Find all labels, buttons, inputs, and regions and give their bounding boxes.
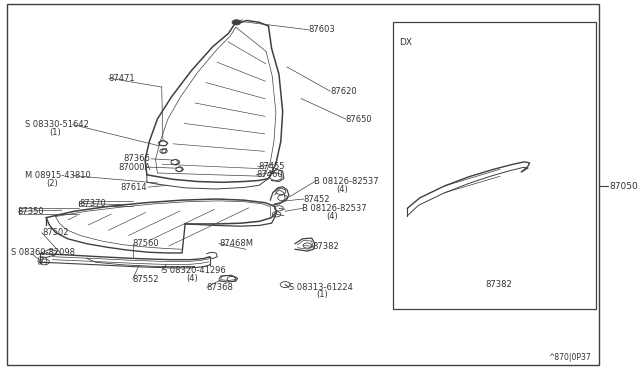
Text: 87382: 87382: [312, 242, 339, 251]
Text: 87620: 87620: [330, 87, 357, 96]
Text: 87603: 87603: [308, 25, 335, 34]
Text: (2): (2): [46, 179, 58, 188]
Text: 87455: 87455: [258, 162, 285, 171]
Text: B 08126-82537: B 08126-82537: [314, 177, 378, 186]
Text: (7): (7): [36, 257, 47, 266]
Text: 87471: 87471: [108, 74, 134, 83]
Text: 87560: 87560: [132, 239, 159, 248]
Circle shape: [232, 20, 241, 25]
Text: 87382: 87382: [485, 280, 512, 289]
Text: 87050: 87050: [610, 182, 639, 190]
Text: 87552: 87552: [132, 275, 159, 283]
Text: (4): (4): [337, 185, 348, 194]
Text: B 08126-82537: B 08126-82537: [303, 204, 367, 213]
Text: DX: DX: [399, 38, 412, 47]
Text: 87468M: 87468M: [219, 239, 253, 248]
Text: S 08320-41296: S 08320-41296: [162, 266, 225, 275]
Text: 87502: 87502: [42, 228, 68, 237]
Text: S 08330-51642: S 08330-51642: [25, 120, 88, 129]
Text: S 08313-61224: S 08313-61224: [289, 283, 353, 292]
Bar: [392, 22, 596, 309]
Text: ^870|0P37: ^870|0P37: [548, 353, 591, 362]
Text: (4): (4): [186, 275, 198, 283]
Text: 87368: 87368: [207, 283, 234, 292]
Text: M 08915-43810: M 08915-43810: [25, 171, 90, 180]
Text: 87452: 87452: [303, 195, 330, 203]
Text: 87370: 87370: [79, 199, 106, 208]
Text: (4): (4): [326, 212, 338, 221]
Text: 87000A: 87000A: [118, 163, 151, 171]
Text: S 08360-82098: S 08360-82098: [11, 248, 75, 257]
Text: 87350: 87350: [17, 207, 44, 216]
Text: 87614: 87614: [120, 183, 147, 192]
Text: (1): (1): [49, 128, 61, 137]
Text: 87460: 87460: [256, 170, 283, 179]
Text: 87650: 87650: [346, 115, 372, 124]
Text: (1): (1): [316, 291, 328, 299]
Text: 87366: 87366: [124, 154, 150, 163]
